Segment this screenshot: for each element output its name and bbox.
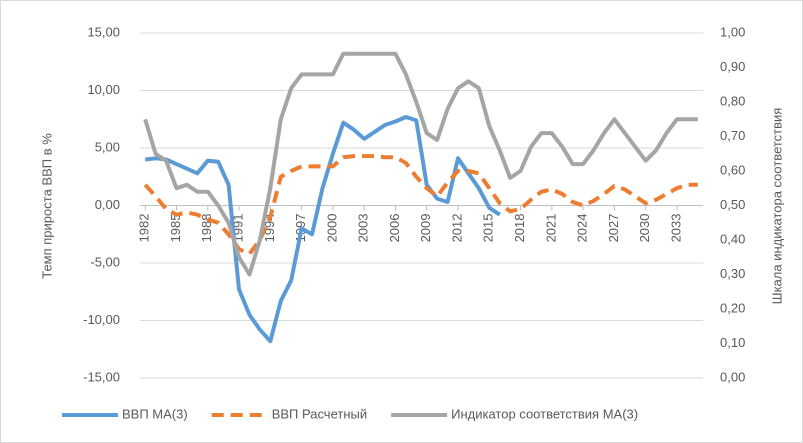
x-tick-label: 2012 xyxy=(449,214,464,243)
y2-tick-label: 0,20 xyxy=(720,300,745,315)
x-tick-label: 2024 xyxy=(575,214,590,243)
y-tick-label: -5,00 xyxy=(90,254,120,269)
series-line xyxy=(143,51,698,277)
legend-label: Индикатор соответствия МА(3) xyxy=(451,406,638,421)
y-tick-label: 5,00 xyxy=(95,139,120,154)
x-tick-label: 2009 xyxy=(418,214,433,243)
x-tick-label: 2015 xyxy=(481,214,496,243)
x-tick-label: 2018 xyxy=(512,214,527,243)
y2-tick-label: 1,00 xyxy=(720,24,745,39)
y2-axis-label: Шкала индикатора соответствия xyxy=(769,108,784,305)
y-tick-label: -10,00 xyxy=(83,312,120,327)
y2-tick-label: 0,90 xyxy=(720,59,745,74)
series-line xyxy=(144,115,501,344)
y-tick-label: 10,00 xyxy=(87,82,120,97)
y2-tick-label: 0,00 xyxy=(720,369,745,384)
x-tick-label: 2033 xyxy=(668,214,683,243)
y2-tick-label: 0,40 xyxy=(720,231,745,246)
x-tick-label: 2003 xyxy=(356,214,371,243)
y2-tick-label: 0,30 xyxy=(720,266,745,281)
x-tick-label: 1988 xyxy=(199,214,214,243)
x-tick-label: 2027 xyxy=(606,214,621,243)
x-tick-label: 2030 xyxy=(637,214,652,243)
y2-tick-label: 0,80 xyxy=(720,93,745,108)
x-tick-label: 2000 xyxy=(324,214,339,243)
x-tick-label: 1985 xyxy=(168,214,183,243)
y2-tick-label: 0,50 xyxy=(720,197,745,212)
x-tick-label: 2021 xyxy=(543,214,558,243)
y-tick-label: -15,00 xyxy=(83,369,120,384)
y-tick-label: 0,00 xyxy=(95,197,120,212)
legend-label: ВВП Расчетный xyxy=(272,406,367,421)
y-tick-label: 15,00 xyxy=(87,24,120,39)
x-tick-label: 1982 xyxy=(137,214,152,243)
y-axis-label: Темп прироста ВВП в % xyxy=(39,133,54,279)
x-tick-label: 2006 xyxy=(387,214,402,243)
y2-tick-label: 0,60 xyxy=(720,162,745,177)
y2-tick-label: 0,10 xyxy=(720,335,745,350)
legend-label: ВВП МА(3) xyxy=(122,406,188,421)
y2-tick-label: 0,70 xyxy=(720,128,745,143)
